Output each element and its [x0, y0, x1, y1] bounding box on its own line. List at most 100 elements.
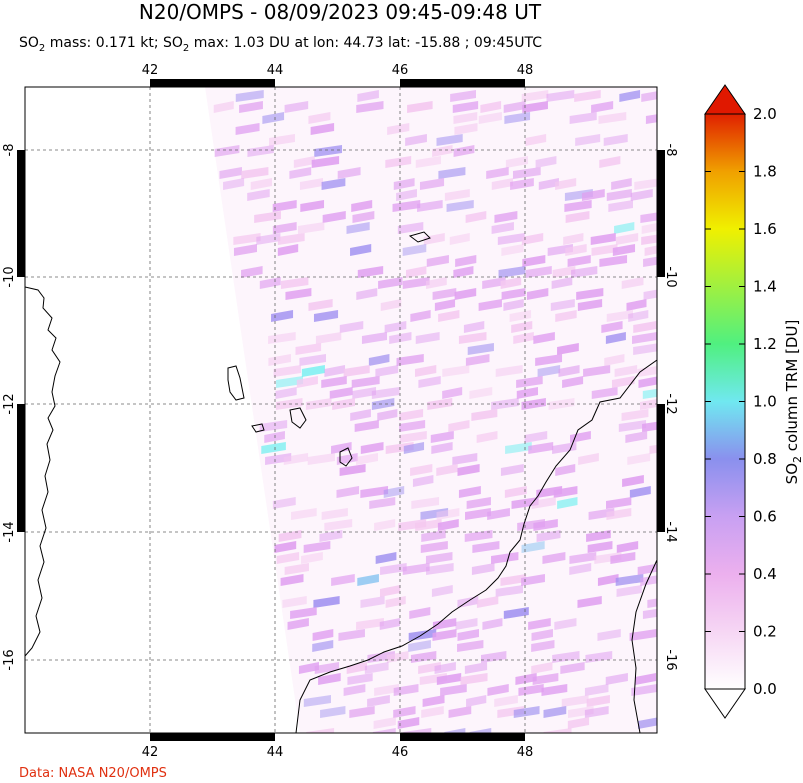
subtitle-so2-prefix: SO	[19, 35, 39, 51]
so2-pixel	[308, 112, 331, 124]
so2-pixel	[567, 255, 591, 267]
so2-pixel	[555, 178, 577, 190]
lon-top-46: 46	[392, 63, 409, 78]
so2-pixel	[407, 101, 433, 113]
so2-pixel	[649, 444, 657, 454]
so2-pixel	[560, 662, 585, 674]
so2-pixel	[290, 607, 317, 619]
so2-pixel	[503, 607, 529, 619]
so2-pixel	[535, 354, 563, 366]
colorbar-min-triangle	[704, 688, 746, 719]
so2-pixel	[598, 112, 627, 124]
so2-pixel	[455, 255, 477, 267]
so2-pixel	[369, 497, 396, 509]
so2-pixel	[606, 497, 632, 509]
so2-pixel	[213, 101, 234, 113]
so2-pixel	[352, 387, 377, 399]
so2-pixel	[541, 684, 568, 696]
so2-pixel	[542, 552, 566, 564]
so2-pixel	[415, 519, 442, 531]
so2-pixel	[396, 189, 417, 201]
so2-pixel	[375, 365, 399, 377]
so2-pixel	[495, 585, 523, 597]
so2-pixel	[557, 343, 579, 355]
so2-pixel	[528, 618, 551, 630]
so2-pixel	[339, 321, 364, 333]
lat-right--12: -12	[663, 393, 678, 414]
subtitle-mass-text: mass: 0.171 kt; SO	[45, 35, 183, 51]
so2-pixel	[616, 585, 642, 597]
so2-pixel	[318, 673, 341, 685]
so2-pixel	[453, 145, 475, 157]
so2-pixel	[360, 486, 389, 498]
so2-pixel	[531, 640, 555, 652]
so2-pixel	[614, 365, 638, 377]
so2-pixel	[641, 222, 657, 234]
so2-pixel	[310, 123, 335, 135]
so2-pixel	[637, 563, 657, 575]
so2-pixel	[553, 486, 578, 498]
so2-pixel	[615, 574, 644, 586]
so2-pixel	[512, 167, 541, 179]
lon-bottom-48: 48	[517, 745, 534, 760]
so2-pixel	[627, 453, 651, 465]
so2-pixel	[387, 123, 410, 135]
so2-pixel	[357, 90, 379, 102]
so2-pixel	[313, 596, 340, 608]
so2-pixel	[516, 387, 539, 399]
so2-pixel	[280, 574, 304, 586]
african-coast	[25, 286, 61, 657]
so2-pixel	[219, 167, 242, 179]
so2-pixel	[403, 442, 425, 454]
so2-pixel	[273, 365, 301, 377]
so2-pixel	[591, 101, 614, 113]
so2-pixel	[632, 332, 657, 344]
so2-pixel	[408, 640, 431, 652]
subtitle-sub-2: 2	[182, 42, 190, 54]
so2-pixel	[276, 552, 300, 564]
colorbar: 0.0 0.2 0.4 0.6 0.8 1.0 1.2 1.4 1.6 1.8 2.0 SO2 co…	[704, 84, 803, 719]
colorbar-tick-label: 2.0	[753, 105, 777, 123]
so2-pixel	[368, 354, 390, 366]
so2-pixel	[606, 189, 632, 201]
so2-pixel	[567, 717, 590, 729]
lat-left--10: -10	[2, 266, 17, 287]
so2-pixel	[586, 530, 611, 542]
so2-pixel	[301, 365, 325, 377]
so2-pixel	[611, 376, 635, 388]
so2-pixel	[418, 376, 441, 388]
so2-pixel	[511, 321, 533, 333]
so2-pixel	[634, 178, 657, 190]
so2-pixel	[606, 310, 634, 322]
so2-pixel	[644, 245, 657, 256]
so2-pixel	[444, 189, 470, 201]
so2-pixel	[604, 354, 625, 366]
so2-pixel	[434, 662, 456, 674]
lat-left--8: -8	[2, 144, 17, 157]
so2-pixel	[397, 717, 420, 729]
so2-pixel	[458, 486, 481, 498]
so2-pixel	[247, 145, 274, 157]
so2-pixel	[399, 420, 426, 432]
so2-pixel	[287, 618, 309, 630]
colorbar-ticks: 0.0 0.2 0.4 0.6 0.8 1.0 1.2 1.4 1.6 1.8 2.0	[705, 105, 777, 698]
comoros-anjouan	[289, 407, 307, 429]
so2-pixel	[419, 178, 445, 190]
so2-pixel	[269, 134, 295, 146]
so2-pixel	[494, 211, 518, 223]
so2-pixel	[533, 332, 555, 344]
so2-pixel	[298, 662, 319, 674]
so2-pixel	[314, 145, 343, 157]
lon-top-42: 42	[142, 63, 159, 78]
so2-pixel	[312, 629, 334, 641]
so2-pixel	[352, 211, 375, 223]
so2-pixel	[619, 90, 641, 102]
so2-pixel	[405, 134, 427, 146]
lat-left--16: -16	[2, 649, 17, 670]
so2-pixel	[331, 739, 356, 751]
so2-pixel	[259, 277, 281, 289]
so2-pixel	[543, 706, 567, 718]
so2-pixel	[522, 255, 546, 267]
so2-pixel	[396, 354, 424, 366]
so2-pixel	[629, 486, 651, 498]
